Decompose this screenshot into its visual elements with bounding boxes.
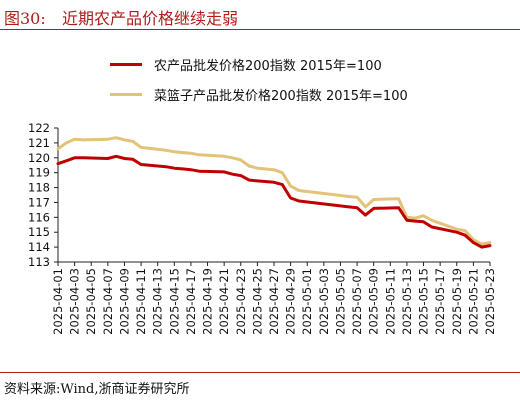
y-tick-label: 121: [28, 136, 50, 150]
x-tick-label: 2025-05-21: [466, 268, 480, 335]
x-tick-label: 2025-04-27: [267, 268, 281, 335]
y-tick-label: 114: [28, 240, 50, 254]
series-line-1: [56, 154, 492, 249]
y-tick-label: 116: [28, 210, 50, 224]
x-tick-label: 2025-05-03: [317, 268, 331, 335]
x-tick-label: 2025-04-29: [284, 268, 298, 335]
x-tick-label: 2025-04-11: [134, 268, 148, 335]
y-tick-label: 122: [28, 121, 50, 135]
x-tick-label: 2025-04-13: [151, 268, 165, 335]
y-tick-label: 115: [28, 225, 50, 239]
figure-header: 图30: 近期农产品价格继续走弱: [0, 0, 520, 30]
legend-label-1: 农产品批发价格200指数 2015年=100: [154, 59, 382, 74]
x-tick-label: 2025-05-23: [483, 268, 497, 335]
source-divider: [0, 372, 520, 373]
x-tick-label: 2025-04-01: [51, 268, 65, 335]
x-tick-label: 2025-05-19: [450, 268, 464, 335]
legend-swatch-1: [110, 63, 142, 66]
x-tick-label: 2025-05-09: [367, 268, 381, 335]
legend-swatch-2: [110, 93, 142, 96]
x-tick-label: 2025-04-23: [234, 268, 248, 335]
y-tick-label: 120: [28, 151, 50, 165]
x-tick-label: 2025-05-05: [333, 268, 347, 335]
x-tick-label: 2025-04-03: [68, 268, 82, 335]
y-tick-label: 117: [28, 195, 50, 209]
x-tick-label: 2025-05-01: [300, 268, 314, 335]
x-tick-label: 2025-04-09: [117, 268, 131, 335]
y-tick-label: 119: [28, 166, 50, 180]
y-tick-label: 118: [28, 181, 50, 195]
x-tick-label: 2025-05-15: [417, 268, 431, 335]
x-tick-label: 2025-05-07: [350, 268, 364, 335]
x-tick-label: 2025-04-19: [201, 268, 215, 335]
source-note: 资料来源:Wind,浙商证券研究所: [4, 382, 190, 397]
x-tick-label: 2025-05-13: [400, 268, 414, 335]
x-tick-label: 2025-04-05: [84, 268, 98, 335]
x-tick-label: 2025-04-17: [184, 268, 198, 335]
x-tick-label: 2025-04-25: [250, 268, 264, 335]
x-tick-label: 2025-04-21: [217, 268, 231, 335]
legend-label-2: 菜篮子产品批发价格200指数 2015年=100: [154, 89, 408, 104]
x-tick-label: 2025-05-11: [383, 268, 397, 335]
x-tick-label: 2025-05-17: [433, 268, 447, 335]
figure-label: 图30:: [4, 9, 46, 28]
y-tick-label: 113: [28, 255, 50, 269]
series-line-2: [56, 136, 492, 246]
x-tick-label: 2025-04-15: [167, 268, 181, 335]
title-divider: [0, 29, 520, 30]
chart-title: 近期农产品价格继续走弱: [62, 9, 239, 28]
x-tick-label: 2025-04-07: [101, 268, 115, 335]
